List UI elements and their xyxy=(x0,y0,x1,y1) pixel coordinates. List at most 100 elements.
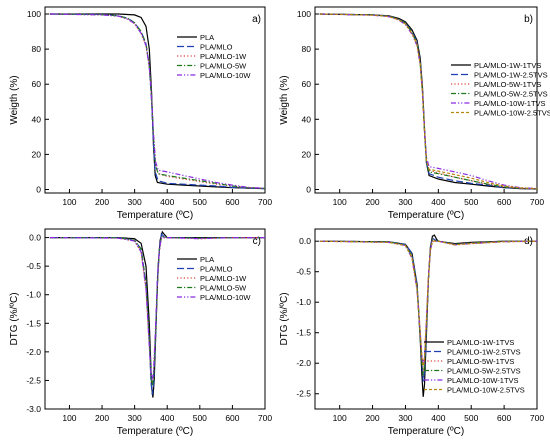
x-axis-label: Temperature (ºC) xyxy=(117,210,193,221)
panel-label: a) xyxy=(252,14,261,25)
y-tick-label: 0 xyxy=(306,184,311,194)
legend-label: PLA/MLO-1W xyxy=(200,274,247,283)
y-tick-label: -0.5 xyxy=(296,267,311,277)
x-tick-label: 500 xyxy=(464,197,478,207)
y-tick-label: 0.0 xyxy=(29,233,41,243)
panel-1: 100 200 300 400 500 600 700 0 20 40 60 80 100 Tempera… xyxy=(9,6,272,221)
x-tick-label: 700 xyxy=(258,197,272,207)
legend-label: PLA/MLO-10W xyxy=(200,71,251,80)
x-tick-label: 200 xyxy=(95,197,109,207)
legend-label: PLA/MLO-1W-2.5TVS xyxy=(474,71,548,80)
y-tick-label: -1.0 xyxy=(26,290,41,300)
x-tick-label: 200 xyxy=(365,197,379,207)
y-tick-label: 20 xyxy=(32,149,42,159)
x-tick-label: 300 xyxy=(128,197,142,207)
plot-frame xyxy=(314,6,538,194)
x-tick-label: 400 xyxy=(160,413,174,423)
x-tick-label: 100 xyxy=(62,413,76,423)
series-line-2 xyxy=(49,232,265,395)
x-tick-label: 100 xyxy=(333,413,347,423)
x-tick-label: 600 xyxy=(497,413,511,423)
series-line-4 xyxy=(49,235,265,387)
legend-label: PLA/MLO-1W xyxy=(200,52,247,61)
series-line-1 xyxy=(49,13,266,190)
y-tick-label: -0.5 xyxy=(26,261,41,271)
x-tick-label: 300 xyxy=(398,197,412,207)
legend-label: PLA/MLO-5W-2.5TVS xyxy=(447,367,521,376)
legend-label: PLA/MLO-10W-1TVS xyxy=(474,99,546,108)
panel-label: c) xyxy=(253,236,261,247)
y-tick-label: -1.0 xyxy=(296,297,311,307)
y-tick-label: 40 xyxy=(302,114,312,124)
series-line-6 xyxy=(319,13,538,190)
series-line-2 xyxy=(49,13,266,190)
x-tick-label: 300 xyxy=(128,413,142,423)
legend-label: PLA/MLO-5W xyxy=(200,62,247,71)
y-tick-label: 100 xyxy=(27,9,41,19)
legend-label: PLA/MLO-5W-1TVS xyxy=(447,357,514,366)
y-tick-label: 100 xyxy=(297,9,311,19)
panel-3: 100 200 300 400 500 600 700 0.0 -0.5 -1.0 -1.5 -2.0… xyxy=(9,228,272,437)
legend: PLAPLA/MLOPLA/MLO-1WPLA/MLO-5WPLA/MLO-10… xyxy=(177,255,251,302)
panel-label: b) xyxy=(524,14,533,25)
x-tick-label: 400 xyxy=(431,197,445,207)
x-tick-label: 600 xyxy=(225,413,239,423)
x-axis-label: Temperature (ºC) xyxy=(117,426,193,437)
legend-label: PLA/MLO-5W xyxy=(200,284,247,293)
legend-label: PLA/MLO-1W-2.5TVS xyxy=(447,348,521,357)
y-tick-label: 80 xyxy=(302,44,312,54)
panel-2: 100 200 300 400 500 600 700 0 20 40 60 80 100 Tempera… xyxy=(279,6,550,221)
plot-frame xyxy=(314,228,538,410)
x-tick-label: 200 xyxy=(95,413,109,423)
y-tick-label: -1.5 xyxy=(296,328,311,338)
x-tick-label: 600 xyxy=(497,197,511,207)
series-line-5 xyxy=(49,237,265,381)
legend-label: PLA/MLO xyxy=(200,43,233,52)
y-axis-label: Weigth (%) xyxy=(9,75,20,124)
y-tick-label: 60 xyxy=(302,79,312,89)
series-line-4 xyxy=(319,13,538,190)
legend-label: PLA/MLO-10W-1TVS xyxy=(447,376,519,385)
x-tick-label: 700 xyxy=(258,413,272,423)
legend-label: PLA/MLO-5W-1TVS xyxy=(474,80,541,89)
series-line-6 xyxy=(319,240,538,367)
series-line-4 xyxy=(319,239,537,376)
legend: PLAPLA/MLOPLA/MLO-1WPLA/MLO-5WPLA/MLO-10… xyxy=(177,33,251,80)
y-axis-label: Weigth (%) xyxy=(279,75,290,124)
y-tick-label: 80 xyxy=(32,44,42,54)
y-axis-label: DTG (%/ºC) xyxy=(9,292,20,345)
y-tick-label: -1.5 xyxy=(26,318,41,328)
x-tick-label: 500 xyxy=(193,413,207,423)
x-tick-label: 300 xyxy=(398,413,412,423)
x-tick-label: 100 xyxy=(333,197,347,207)
y-tick-label: -3.0 xyxy=(26,404,41,414)
legend-label: PLA/MLO-1W-1TVS xyxy=(474,61,541,70)
series-line-1 xyxy=(49,230,265,398)
series-line-3 xyxy=(49,237,265,384)
series-line-3 xyxy=(49,13,266,189)
y-tick-label: 20 xyxy=(302,149,312,159)
legend-label: PLA/MLO-1W-1TVS xyxy=(447,338,514,347)
y-axis-label: DTG (%/ºC) xyxy=(279,292,290,345)
legend-label: PLA xyxy=(200,33,214,42)
x-axis-label: Temperature (ºC) xyxy=(388,426,464,437)
panel-4: 100 200 300 400 500 600 700 0.0 -0.5 -1.0 -1.5 -2.0… xyxy=(279,228,544,437)
series-line-5 xyxy=(49,13,266,189)
x-tick-label: 500 xyxy=(193,197,207,207)
y-tick-label: -2.5 xyxy=(26,375,41,385)
legend: PLA/MLO-1W-1TVSPLA/MLO-1W-2.5TVSPLA/MLO-… xyxy=(424,338,525,395)
plot-frame xyxy=(44,228,266,410)
x-tick-label: 600 xyxy=(225,197,239,207)
x-tick-label: 100 xyxy=(62,197,76,207)
legend: PLA/MLO-1W-1TVSPLA/MLO-1W-2.5TVSPLA/MLO-… xyxy=(451,61,550,118)
legend-label: PLA/MLO xyxy=(200,265,233,274)
x-tick-label: 400 xyxy=(431,413,445,423)
legend-label: PLA/MLO-10W-2.5TVS xyxy=(474,109,550,118)
series-line-4 xyxy=(49,13,266,189)
y-tick-label: -2.0 xyxy=(26,347,41,357)
y-tick-label: 0.0 xyxy=(299,236,311,246)
legend-label: PLA/MLO-10W xyxy=(200,293,251,302)
y-tick-label: 0 xyxy=(36,184,41,194)
x-tick-label: 500 xyxy=(464,413,478,423)
